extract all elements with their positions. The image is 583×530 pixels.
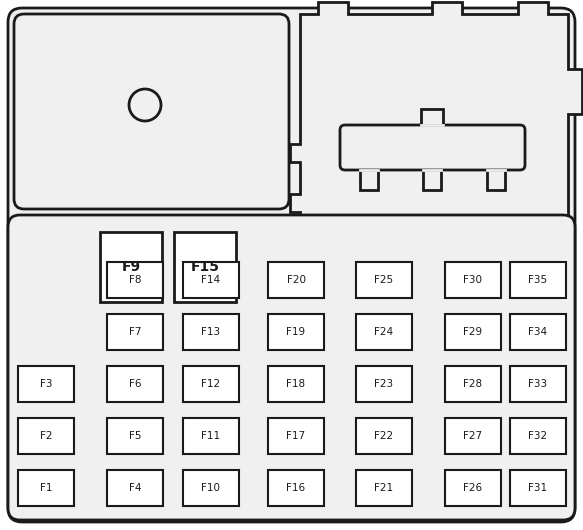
Text: F20: F20 <box>286 275 305 285</box>
Text: F13: F13 <box>202 327 220 337</box>
Bar <box>183 418 239 454</box>
Text: F18: F18 <box>286 379 305 389</box>
PathPatch shape <box>340 125 525 170</box>
Bar <box>510 418 566 454</box>
Bar <box>107 418 163 454</box>
Polygon shape <box>290 2 582 234</box>
Text: F2: F2 <box>40 431 52 441</box>
Bar <box>356 418 412 454</box>
Text: F32: F32 <box>528 431 547 441</box>
Text: F9: F9 <box>121 260 141 274</box>
Bar <box>18 366 74 402</box>
Text: F28: F28 <box>463 379 483 389</box>
Bar <box>174 232 236 302</box>
PathPatch shape <box>8 8 575 522</box>
Text: F12: F12 <box>202 379 220 389</box>
Bar <box>445 470 501 506</box>
Text: F8: F8 <box>129 275 141 285</box>
Bar <box>445 314 501 350</box>
Text: F27: F27 <box>463 431 483 441</box>
PathPatch shape <box>8 215 575 520</box>
Text: F5: F5 <box>129 431 141 441</box>
Text: F34: F34 <box>528 327 547 337</box>
Bar <box>423 170 441 190</box>
Bar <box>421 109 443 125</box>
Bar <box>445 262 501 298</box>
Text: F15: F15 <box>191 260 220 274</box>
Bar <box>18 470 74 506</box>
Text: F33: F33 <box>528 379 547 389</box>
Bar <box>268 314 324 350</box>
Bar <box>445 418 501 454</box>
Text: F4: F4 <box>129 483 141 493</box>
Bar <box>183 470 239 506</box>
Text: F19: F19 <box>286 327 305 337</box>
Bar <box>18 418 74 454</box>
Bar <box>268 366 324 402</box>
Bar <box>360 170 378 190</box>
Bar <box>445 366 501 402</box>
Text: F23: F23 <box>374 379 394 389</box>
Bar <box>510 262 566 298</box>
Bar <box>356 262 412 298</box>
Bar <box>268 418 324 454</box>
Text: F6: F6 <box>129 379 141 389</box>
Text: F22: F22 <box>374 431 394 441</box>
Bar <box>356 470 412 506</box>
Bar <box>356 314 412 350</box>
Bar <box>107 470 163 506</box>
Text: F29: F29 <box>463 327 483 337</box>
Bar <box>487 170 505 190</box>
Bar <box>268 262 324 298</box>
Text: F14: F14 <box>202 275 220 285</box>
Circle shape <box>129 89 161 121</box>
Text: F30: F30 <box>463 275 483 285</box>
PathPatch shape <box>14 14 289 209</box>
Text: F10: F10 <box>202 483 220 493</box>
Bar <box>510 314 566 350</box>
Text: F3: F3 <box>40 379 52 389</box>
Text: F25: F25 <box>374 275 394 285</box>
Text: F35: F35 <box>528 275 547 285</box>
Bar <box>268 470 324 506</box>
Text: F31: F31 <box>528 483 547 493</box>
Bar <box>183 314 239 350</box>
Bar <box>356 366 412 402</box>
Bar <box>100 232 162 302</box>
Bar <box>183 262 239 298</box>
Text: F1: F1 <box>40 483 52 493</box>
Text: F11: F11 <box>202 431 220 441</box>
Text: F7: F7 <box>129 327 141 337</box>
Text: F16: F16 <box>286 483 305 493</box>
Bar <box>510 470 566 506</box>
Text: F26: F26 <box>463 483 483 493</box>
Text: F17: F17 <box>286 431 305 441</box>
Bar <box>107 366 163 402</box>
Bar <box>107 314 163 350</box>
Bar <box>510 366 566 402</box>
Text: F24: F24 <box>374 327 394 337</box>
Text: F21: F21 <box>374 483 394 493</box>
Bar <box>183 366 239 402</box>
Bar <box>107 262 163 298</box>
